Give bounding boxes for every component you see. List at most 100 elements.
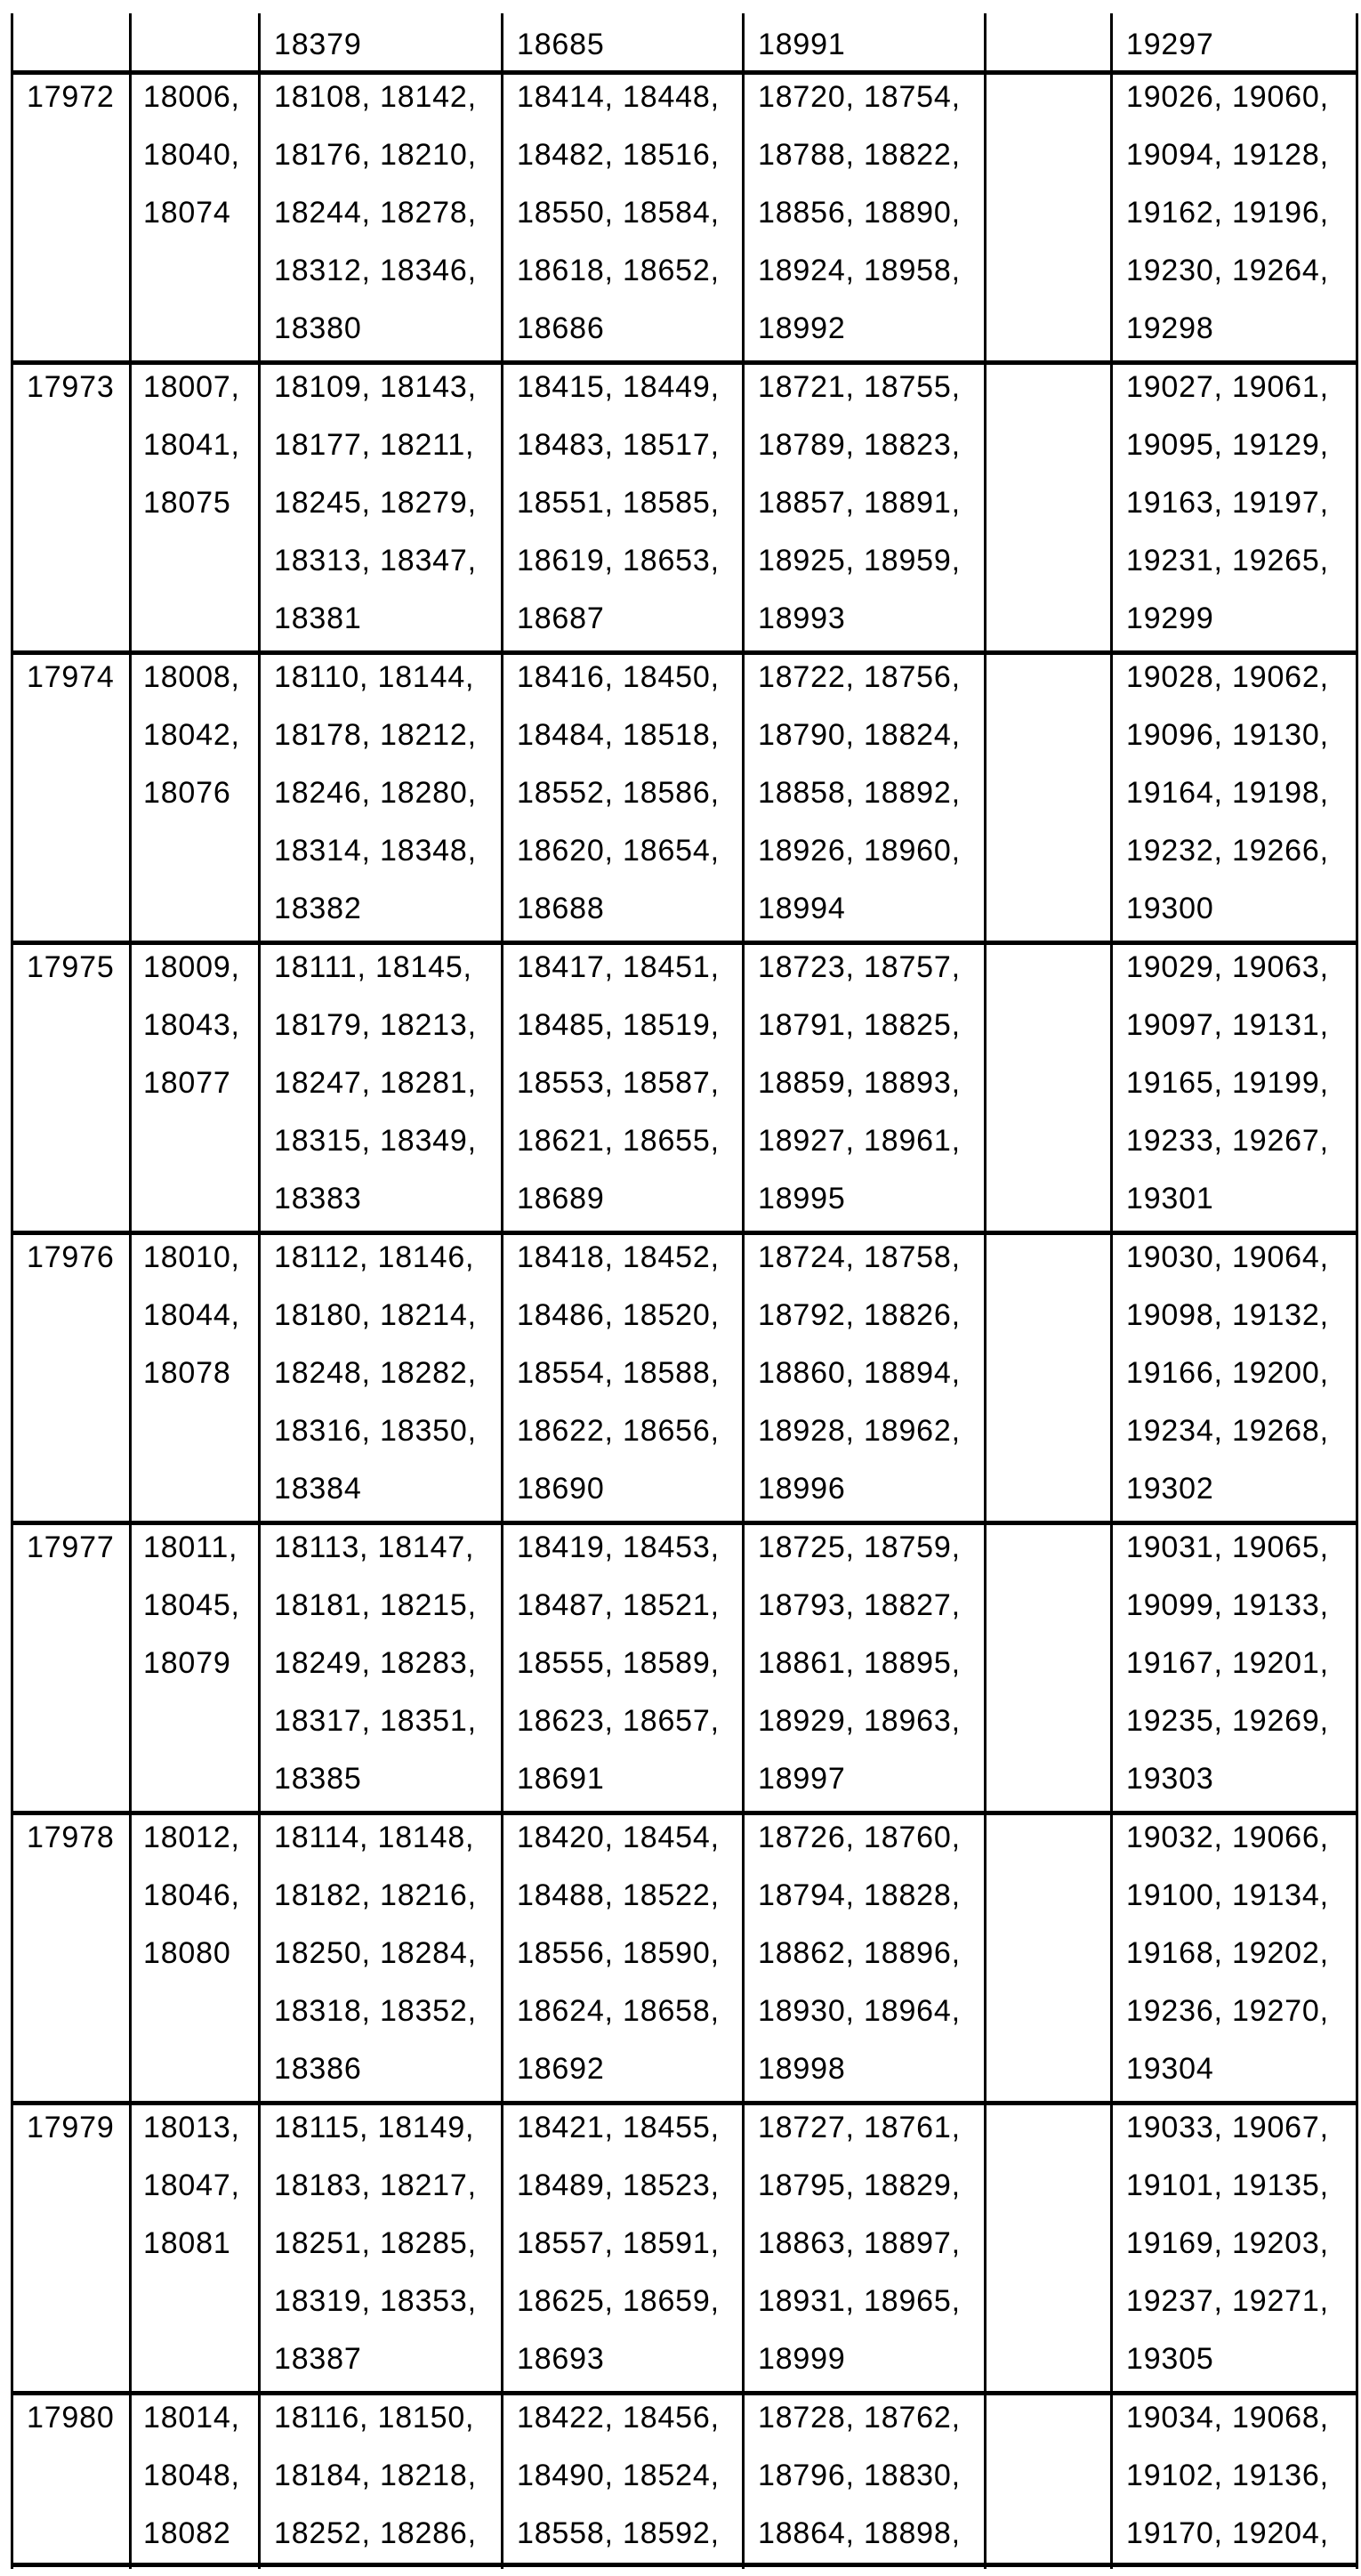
table-cell: 18422, 18456,18490, 18524,18558, 18592, [517, 2389, 720, 2563]
cell-text-line: 18928, 18962, [758, 1402, 961, 1460]
cell-text-line: 19031, 19065, [1126, 1519, 1329, 1577]
cell-text-line: 18380 [274, 300, 477, 358]
table-cell: 18991 [758, 16, 846, 74]
column-divider [1110, 13, 1113, 2569]
table-cell: 18111, 18145,18179, 18213,18247, 18281,1… [274, 939, 477, 1228]
cell-text-line: 17972 [27, 69, 115, 126]
cell-text-line: 18687 [517, 590, 720, 648]
cell-text-line: 18726, 18760, [758, 1809, 961, 1867]
cell-text-line: 18041, [143, 416, 240, 474]
cell-text-line: 18552, 18586, [517, 764, 720, 822]
cell-text-line: 18420, 18454, [517, 1809, 720, 1867]
table-cell: 18418, 18452,18486, 18520,18554, 18588,1… [517, 1229, 720, 1518]
table-cell: 18419, 18453,18487, 18521,18555, 18589,1… [517, 1519, 720, 1808]
cell-text-line: 18556, 18590, [517, 1925, 720, 1982]
cell-text-line: 18623, 18657, [517, 1692, 720, 1750]
cell-text-line: 18490, 18524, [517, 2447, 720, 2505]
cell-text-line: 18013, [143, 2099, 240, 2157]
cell-text-line: 18381 [274, 590, 477, 648]
table-cell: 17972 [27, 69, 115, 126]
cell-text-line: 17973 [27, 359, 115, 416]
cell-text-line: 18385 [274, 1750, 477, 1808]
cell-text-line: 18993 [758, 590, 961, 648]
table-cell: 18009,18043,18077 [143, 939, 240, 1112]
cell-text-line: 18251, 18285, [274, 2215, 477, 2273]
cell-text-line: 19163, 19197, [1126, 474, 1329, 532]
cell-text-line: 18114, 18148, [274, 1809, 477, 1867]
cell-text-line: 18926, 18960, [758, 822, 961, 880]
cell-text-line: 18080 [143, 1925, 240, 1982]
cell-text-line: 18112, 18146, [274, 1229, 477, 1287]
cell-text-line: 18860, 18894, [758, 1345, 961, 1402]
cell-text-line: 18249, 18283, [274, 1635, 477, 1692]
table-cell: 18112, 18146,18180, 18214,18248, 18282,1… [274, 1229, 477, 1518]
cell-text-line: 18109, 18143, [274, 359, 477, 416]
cell-text-line: 18317, 18351, [274, 1692, 477, 1750]
cell-text-line: 19162, 19196, [1126, 184, 1329, 242]
cell-text-line: 18079 [143, 1635, 240, 1692]
cell-text-line: 18487, 18521, [517, 1577, 720, 1635]
cell-text-line: 18177, 18211, [274, 416, 477, 474]
cell-text-line: 19026, 19060, [1126, 69, 1329, 126]
table-cell: 19029, 19063,19097, 19131,19165, 19199,1… [1126, 939, 1329, 1228]
table-cell: 17975 [27, 939, 115, 997]
cell-text-line: 18082 [143, 2505, 240, 2563]
cell-text-line: 18555, 18589, [517, 1635, 720, 1692]
cell-text-line: 18113, 18147, [274, 1519, 477, 1577]
cell-text-line: 18081 [143, 2215, 240, 2273]
cell-text-line: 18248, 18282, [274, 1345, 477, 1402]
cell-text-line: 18042, [143, 707, 240, 764]
cell-text-line: 18794, 18828, [758, 1867, 961, 1925]
cell-text-line: 18789, 18823, [758, 416, 961, 474]
cell-text-line: 18414, 18448, [517, 69, 720, 126]
cell-text-line: 18486, 18520, [517, 1287, 720, 1345]
row-divider [11, 2563, 1358, 2567]
cell-text-line: 18178, 18212, [274, 707, 477, 764]
table-cell: 18108, 18142,18176, 18210,18244, 18278,1… [274, 69, 477, 358]
table-cell: 18723, 18757,18791, 18825,18859, 18893,1… [758, 939, 961, 1228]
table-cell: 18421, 18455,18489, 18523,18557, 18591,1… [517, 2099, 720, 2388]
cell-text-line: 18551, 18585, [517, 474, 720, 532]
cell-text-line: 18422, 18456, [517, 2389, 720, 2447]
cell-text-line: 18992 [758, 300, 961, 358]
cell-text-line: 18622, 18656, [517, 1402, 720, 1460]
cell-text-line: 18482, 18516, [517, 126, 720, 184]
cell-text-line: 19096, 19130, [1126, 707, 1329, 764]
cell-text-line: 18857, 18891, [758, 474, 961, 532]
cell-text-line: 18998 [758, 2040, 961, 2098]
cell-text-line: 18075 [143, 474, 240, 532]
cell-text-line: 18925, 18959, [758, 532, 961, 590]
cell-text-line: 18795, 18829, [758, 2157, 961, 2215]
cell-text-line: 17980 [27, 2389, 115, 2447]
table-cell: 18116, 18150,18184, 18218,18252, 18286, [274, 2389, 477, 2563]
table-cell: 18012,18046,18080 [143, 1809, 240, 1982]
column-divider [258, 13, 261, 2569]
cell-text-line: 18625, 18659, [517, 2273, 720, 2330]
cell-text-line: 19233, 19267, [1126, 1112, 1329, 1170]
cell-text-line: 18043, [143, 997, 240, 1054]
cell-text-line: 18046, [143, 1867, 240, 1925]
cell-text-line: 18252, 18286, [274, 2505, 477, 2563]
cell-text-line: 18387 [274, 2330, 477, 2388]
cell-text-line: 19167, 19201, [1126, 1635, 1329, 1692]
cell-text-line: 18488, 18522, [517, 1867, 720, 1925]
cell-text-line: 18693 [517, 2330, 720, 2388]
table-cell: 17974 [27, 649, 115, 707]
cell-text-line: 19299 [1126, 590, 1329, 648]
cell-text-line: 18078 [143, 1345, 240, 1402]
cell-text-line: 18116, 18150, [274, 2389, 477, 2447]
table-cell: 18726, 18760,18794, 18828,18862, 18896,1… [758, 1809, 961, 2098]
cell-text-line: 18863, 18897, [758, 2215, 961, 2273]
table-cell: 18720, 18754,18788, 18822,18856, 18890,1… [758, 69, 961, 358]
cell-text-line: 18489, 18523, [517, 2157, 720, 2215]
table-cell: 18420, 18454,18488, 18522,18556, 18590,1… [517, 1809, 720, 2098]
cell-text-line: 19101, 19135, [1126, 2157, 1329, 2215]
cell-text-line: 19169, 19203, [1126, 2215, 1329, 2273]
cell-text-line: 18725, 18759, [758, 1519, 961, 1577]
cell-text-line: 18792, 18826, [758, 1287, 961, 1345]
table-cell: 18725, 18759,18793, 18827,18861, 18895,1… [758, 1519, 961, 1808]
cell-text-line: 18996 [758, 1460, 961, 1518]
cell-text-line: 18619, 18653, [517, 532, 720, 590]
cell-text-line: 18485, 18519, [517, 997, 720, 1054]
cell-text-line: 18382 [274, 880, 477, 938]
